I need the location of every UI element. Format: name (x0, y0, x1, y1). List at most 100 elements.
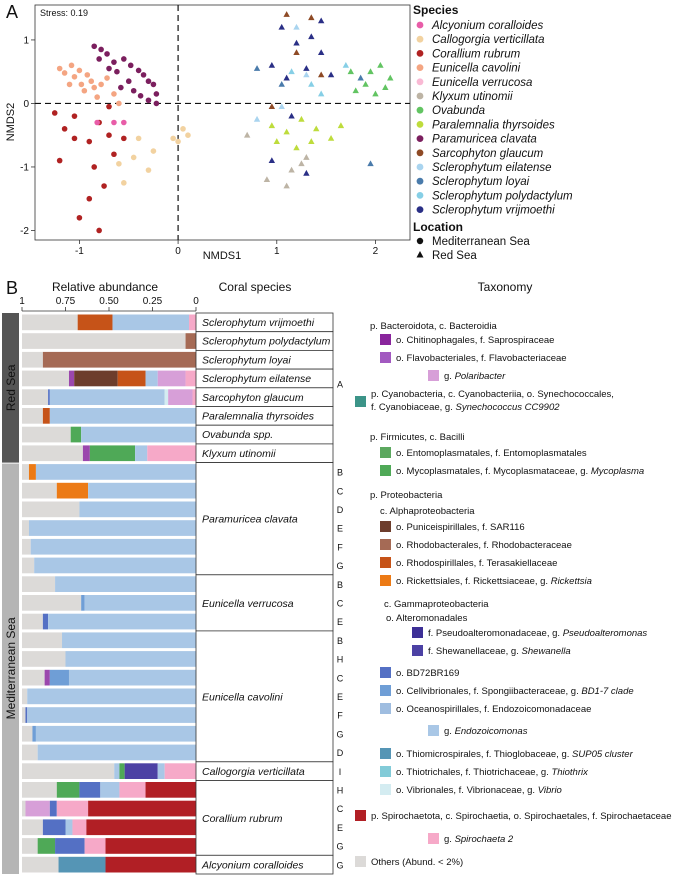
point-triangle (308, 14, 315, 21)
species-name: Sclerophytum eilatense (202, 373, 311, 385)
bar-segment (37, 744, 196, 761)
bar-segment (81, 426, 196, 443)
taxonomy-text: o. Rhodobacterales, f. Rhodobacteraceae (396, 540, 572, 551)
taxonomy-text: p. Firmicutes, c. Bacilli (370, 432, 465, 443)
species-legend-item: Sclerophytum vrijmoethi (432, 205, 555, 217)
taxonomy-swatch (380, 784, 391, 795)
x-tick-label: 2 (373, 246, 379, 257)
taxonomy-swatch (380, 766, 391, 777)
y-tick-label: -1 (20, 162, 29, 173)
point-circle (71, 135, 78, 142)
site-letter: C (337, 599, 344, 609)
point-circle (94, 94, 100, 100)
point-triangle (268, 103, 276, 110)
taxonomy-text-part: g. (444, 834, 455, 845)
point-triangle (317, 17, 325, 24)
bar-segment (185, 370, 196, 387)
bar-segment (81, 595, 85, 611)
point-triangle (317, 71, 325, 78)
abundance-axis: 1 0.75 0.50 0.25 0 (19, 296, 199, 312)
taxonomy-swatch (380, 334, 391, 345)
taxonomy-text: g. Endozoicomonas (444, 726, 528, 737)
red-sea-band (2, 313, 19, 463)
bar-segment (22, 557, 35, 574)
species-legend-swatch (416, 78, 424, 86)
taxonomy-text: o. Puniceispirillales, f. SAR116 (396, 522, 525, 533)
taxonomy-text: o. Rickettsiales, f. Rickettsiaceae, g. … (396, 576, 592, 587)
point-circle (51, 110, 58, 116)
bar-segment (185, 333, 196, 349)
bar-segment (119, 782, 146, 798)
taxonomy-swatch (380, 465, 391, 476)
point-circle (98, 46, 104, 53)
bar-segment (86, 819, 196, 836)
species-legend-item: Alcyonium coralloides (431, 20, 543, 32)
point-circle (130, 87, 137, 94)
species-legend-item: Paralemnalia thyrsoides (432, 119, 555, 131)
site-letter: F (337, 711, 343, 721)
taxonomy-legend: p. Bacteroidota, c. Bacteroidia o. Chitin… (355, 321, 672, 868)
bar-segment (22, 333, 186, 349)
taxonomy-text: f. Pseudoalteromonadaceae, g. Pseudoalte… (428, 628, 647, 639)
point-triangle (293, 23, 300, 30)
bar-segment (42, 613, 49, 630)
species-name: Sclerophytum loyai (202, 354, 291, 366)
point-circle (96, 227, 102, 234)
point-circle (116, 160, 122, 167)
species-cell (195, 574, 334, 632)
taxonomy-swatch (380, 539, 391, 550)
point-circle (56, 65, 63, 72)
point-circle (76, 214, 83, 221)
bar-segment (62, 632, 196, 649)
taxonomy-text: o. Cellvibrionales, f. Spongiibacteracea… (396, 686, 634, 697)
taxonomy-text: p. Cyanobacteria, c. Cyanobacteriia, o. … (371, 389, 614, 400)
bar-segment (135, 445, 148, 462)
point-triangle (337, 122, 345, 129)
mediterranean-band (2, 463, 19, 874)
taxonomy-text: p. Spirochaetota, c. Spirochaetia, o. Sp… (371, 811, 672, 822)
point-circle (180, 126, 186, 132)
abundance-tick-label: 0.50 (99, 296, 119, 307)
point-circle (106, 65, 112, 72)
bar-segment (22, 763, 115, 779)
point-circle (121, 135, 127, 142)
point-circle (135, 135, 142, 142)
y-tick-label: 0 (23, 99, 29, 110)
bar-segment (189, 314, 196, 331)
point-triangle (367, 160, 374, 167)
bar-segment (112, 314, 190, 331)
taxonomy-swatch (380, 685, 391, 696)
bar-segment (27, 688, 196, 705)
point-triangle (283, 11, 290, 17)
bar-segment (22, 707, 26, 723)
point-circle (84, 72, 91, 78)
point-triangle (283, 182, 290, 189)
bar-segment (22, 389, 49, 405)
bar-segment (145, 370, 158, 387)
bar-segment (88, 800, 196, 817)
bar-segment (164, 763, 196, 779)
y-tick-label: 1 (23, 35, 29, 46)
bar-segment (22, 464, 29, 480)
bar-segment (25, 707, 28, 723)
species-cell (195, 780, 334, 856)
point-circle (170, 135, 176, 142)
species-legend-item: Ovabunda (432, 105, 485, 117)
taxonomy-text-part: f. Cyanobiaceae, g. (371, 402, 456, 413)
point-triangle (387, 74, 394, 81)
site-letter: G (336, 561, 343, 571)
bar-segment (22, 782, 57, 798)
panel-a-label: A (6, 2, 18, 22)
point-circle (88, 78, 95, 85)
bar-segment (22, 632, 63, 649)
point-circle (118, 84, 124, 91)
point-circle (91, 164, 98, 170)
bar-segment (22, 651, 66, 667)
site-letter: C (337, 673, 344, 683)
taxonomy-genus: Vibrio (538, 785, 562, 796)
species-legend-item: Klyxum utinomii (432, 91, 513, 103)
species-name: Paramuricea clavata (202, 514, 298, 526)
bar-segment (56, 800, 89, 817)
species-legend-item: Eunicella verrucosa (432, 77, 532, 89)
point-triangle (303, 71, 310, 78)
